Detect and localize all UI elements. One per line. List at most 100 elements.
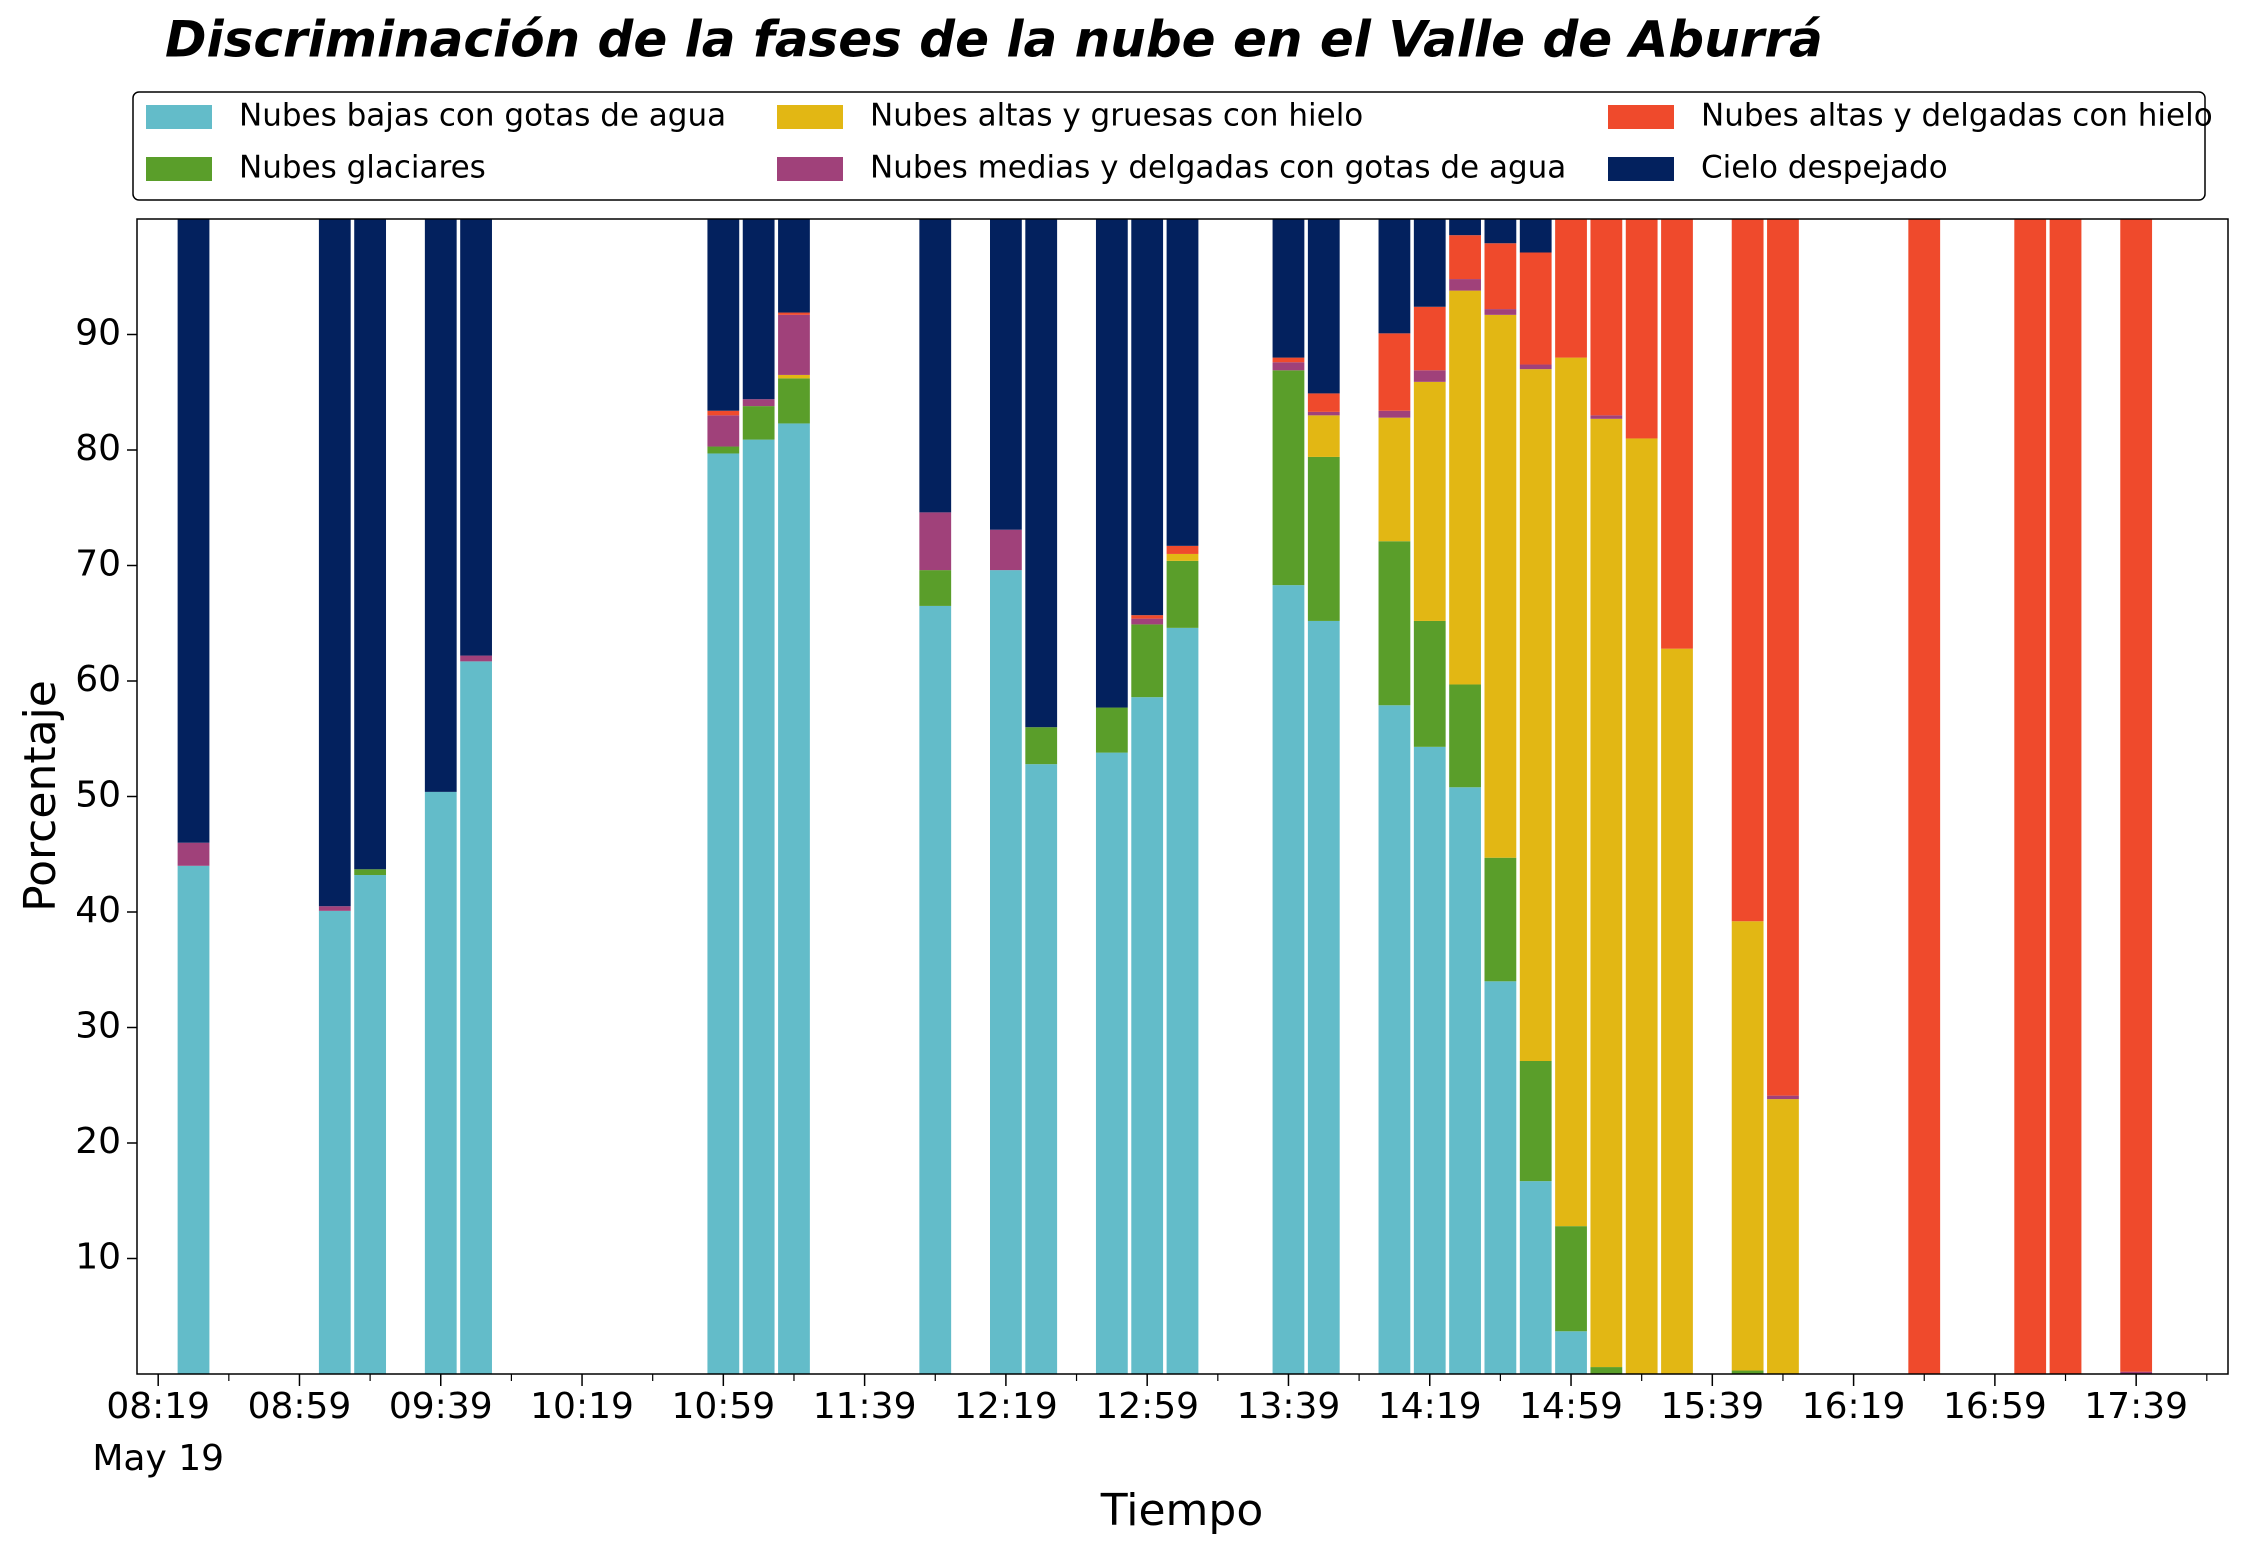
bar-segment (707, 446, 740, 454)
bar-segment (1449, 235, 1481, 280)
bar-segment (1272, 357, 1305, 363)
bar-segment (778, 423, 810, 1374)
bar-segment (778, 314, 810, 375)
y-tick-label: 30 (75, 1006, 121, 1047)
bar-segment (1625, 438, 1658, 1374)
bar-segment (424, 219, 457, 792)
x-tick-label: 17:39 (2084, 1386, 2188, 1427)
bar-segment (1661, 219, 1693, 649)
y-tick-label: 10 (75, 1237, 121, 1278)
bar-segment (1519, 252, 1552, 365)
bar-segment (1590, 219, 1623, 416)
y-tick-label: 80 (75, 428, 121, 469)
x-tick-label: 14:19 (1378, 1386, 1482, 1427)
bar-segment (1272, 585, 1305, 1374)
bar-segment (1166, 545, 1199, 554)
bar-segment (1413, 306, 1446, 371)
bar-segment (1590, 415, 1623, 419)
bar-segment (1413, 219, 1446, 307)
legend-label: Nubes medias y delgadas con gotas de agu… (870, 150, 1566, 186)
bar-segment (919, 219, 952, 513)
bar-segment (1307, 415, 1340, 457)
bar-segment (1519, 1060, 1552, 1182)
y-tick-label: 90 (75, 313, 121, 354)
bar-segment (1484, 243, 1517, 310)
bar-segment (318, 219, 351, 907)
x-tick-label: 12:59 (1095, 1386, 1199, 1427)
bar-segment (990, 529, 1022, 571)
bar-segment (1095, 752, 1128, 1374)
bar-segment (1590, 418, 1623, 1368)
bar-segment (1767, 219, 1799, 1096)
legend-swatch (1608, 105, 1674, 129)
bar-segment (2120, 1371, 2153, 1374)
bar-segment (1484, 314, 1517, 858)
bar-segment (1449, 787, 1481, 1374)
bar-segment (1731, 219, 1764, 922)
x-tick-label: 10:59 (671, 1386, 775, 1427)
bar-segment (1413, 381, 1446, 621)
bar-segment (778, 312, 810, 315)
chart-title: Discriminación de la fases de la nube en… (165, 11, 1823, 69)
y-tick-label: 50 (75, 775, 121, 816)
bar-segment (1095, 219, 1128, 708)
bar-segment (1378, 541, 1411, 706)
bar-segment (1449, 279, 1481, 291)
bar-segment (1131, 697, 1164, 1374)
bar-segment (1378, 410, 1411, 418)
bar-segment (460, 219, 492, 656)
bar-segment (1484, 981, 1517, 1374)
legend-swatch (1608, 157, 1674, 181)
y-tick-label: 70 (75, 544, 121, 585)
bar-segment (2014, 219, 2047, 1374)
bar-segment (1555, 219, 1587, 358)
bar-segment (1307, 219, 1340, 394)
x-tick-label: 12:19 (954, 1386, 1058, 1427)
bar-segment (1555, 1331, 1587, 1374)
bar-segment (354, 875, 387, 1374)
bar-segment (990, 570, 1022, 1374)
legend-swatch (146, 157, 212, 181)
bar-segment (1449, 290, 1481, 685)
legend-label: Cielo despejado (1701, 150, 1948, 186)
bar-segment (707, 415, 740, 447)
bar-segment (1272, 362, 1305, 371)
bar-segment (1307, 411, 1340, 416)
bar-segment (707, 219, 740, 411)
bar-segment (990, 219, 1022, 530)
bar-segment (919, 570, 952, 606)
bar-segment (778, 219, 810, 313)
x-tick-label: 16:19 (1802, 1386, 1906, 1427)
bar-segment (2049, 219, 2082, 1374)
bar-segment (318, 906, 351, 911)
bar-segment (742, 219, 775, 400)
bar-segment (778, 378, 810, 424)
bar-segment (1413, 620, 1446, 747)
bar-segment (1166, 560, 1199, 628)
x-tick-label: 14:59 (1519, 1386, 1623, 1427)
bar-segment (1731, 921, 1764, 1371)
bar-segment (1272, 219, 1305, 358)
x-tick-label: 09:39 (389, 1386, 493, 1427)
bar-segment (1166, 553, 1199, 561)
bar-segment (1555, 1226, 1587, 1332)
bar-segment (1131, 624, 1164, 698)
bar-segment (1625, 219, 1658, 439)
bar-segment (1131, 618, 1164, 625)
legend-label: Nubes bajas con gotas de agua (239, 98, 726, 134)
bar-segment (354, 219, 387, 870)
y-tick-label: 60 (75, 659, 121, 700)
x-axis-label: Tiempo (1100, 1485, 1264, 1536)
bar-segment (1590, 1367, 1623, 1374)
bar-segment (919, 605, 952, 1374)
bar-segment (177, 865, 210, 1374)
x-tick-label: 10:19 (530, 1386, 634, 1427)
bar-segment (1272, 370, 1305, 586)
bar-segment (1519, 369, 1552, 1061)
bar-segment (1555, 357, 1587, 1227)
bar-segment (460, 655, 492, 662)
bar-segment (1131, 219, 1164, 616)
bar-segment (1731, 1370, 1764, 1374)
bar-segment (1484, 219, 1517, 244)
